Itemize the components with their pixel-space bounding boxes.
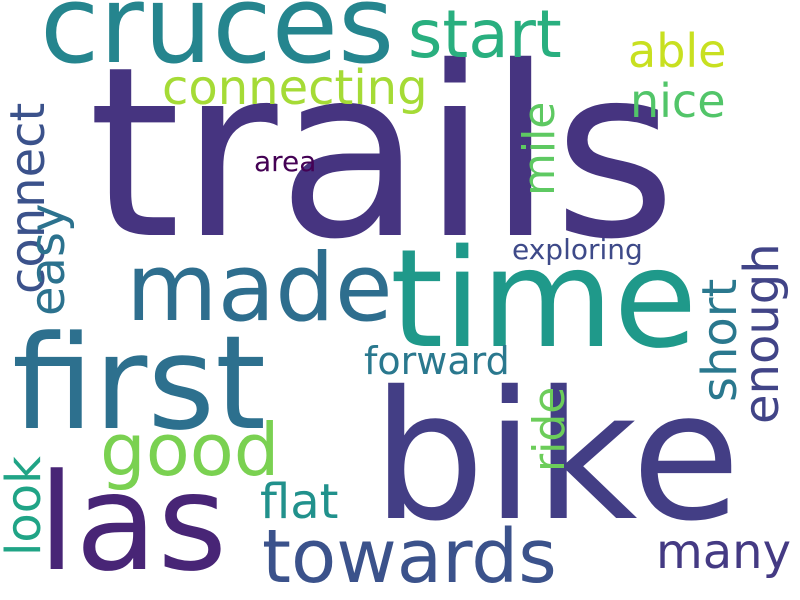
word-towards: towards [262, 514, 557, 600]
word-made: made [126, 234, 393, 343]
word-ride: ride [524, 386, 575, 472]
word-exploring: exploring [512, 233, 643, 266]
word-bike: bike [372, 353, 741, 560]
word-look: look [0, 456, 52, 556]
word-trails: trails [88, 16, 677, 291]
word-easy: easy [20, 203, 76, 316]
word-good: good [100, 408, 280, 492]
word-time: time [390, 221, 698, 379]
word-area: area [254, 145, 317, 178]
word-many: many [656, 524, 791, 580]
word-mile: mile [514, 101, 565, 196]
word-enough: enough [734, 243, 790, 424]
word-first: first [12, 307, 267, 459]
word-connecting: connecting [162, 60, 428, 116]
word-able: able [628, 24, 727, 78]
word-las: las [38, 445, 228, 600]
word-flat: flat [260, 474, 339, 530]
word-cruces: cruces [40, 0, 395, 88]
word-start: start [408, 0, 562, 73]
word-nice: nice [630, 74, 726, 128]
word-forward: forward [364, 339, 510, 383]
